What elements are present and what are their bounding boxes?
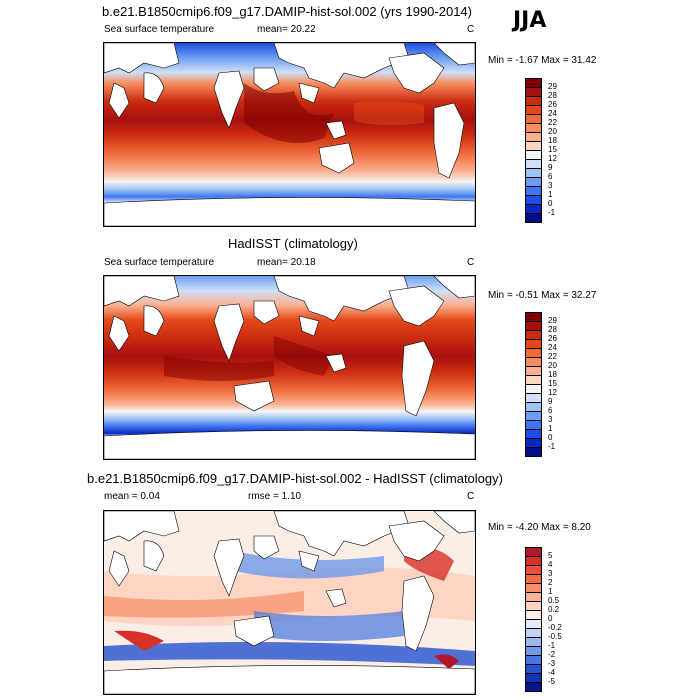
colorbar-label: 9 xyxy=(548,163,553,172)
colorbar-label: 20 xyxy=(548,361,557,370)
panel-2-mean: mean= 20.18 xyxy=(257,257,316,268)
panel-3-minmax: Min = -4.20 Max = 8.20 xyxy=(488,522,591,533)
panel-3-map xyxy=(103,510,476,695)
panel-1-map xyxy=(103,42,476,227)
colorbar-swatch xyxy=(525,447,542,457)
panel-2-map-svg xyxy=(104,276,475,459)
colorbar-swatch xyxy=(525,213,542,223)
colorbar-label: 1 xyxy=(548,190,553,199)
colorbar-label: 6 xyxy=(548,172,553,181)
panel-3-mean: mean = 0.04 xyxy=(104,491,160,502)
colorbar-label: -1 xyxy=(548,442,556,451)
colorbar-label: 3 xyxy=(548,569,553,578)
panel-2-colorbar: 29 28 26 24 22 20 18 15 12 9 6 3 1 0 -1 xyxy=(525,312,585,462)
colorbar-label: 0.2 xyxy=(548,605,560,614)
colorbar-label: 24 xyxy=(548,109,557,118)
colorbar-label: 3 xyxy=(548,181,553,190)
colorbar-label: 28 xyxy=(548,91,557,100)
panel-3-rmse: rmse = 1.10 xyxy=(248,491,302,502)
colorbar-label: -1 xyxy=(548,641,556,650)
colorbar-label: 0 xyxy=(548,614,553,623)
panel-2-units: C xyxy=(467,257,475,268)
panel-2-map xyxy=(103,275,476,460)
colorbar-swatch xyxy=(525,682,542,692)
colorbar-label: 18 xyxy=(548,370,557,379)
colorbar-label: 28 xyxy=(548,325,557,334)
panel-1-map-svg xyxy=(104,43,475,226)
panel-1-colorbar: 29 28 26 24 22 20 18 15 12 9 6 3 1 0 -1 xyxy=(525,78,585,228)
panel-3-map-svg xyxy=(104,511,475,694)
colorbar-label: 26 xyxy=(548,100,557,109)
panel-2-title: HadISST (climatology) xyxy=(228,236,358,251)
colorbar-label: 0 xyxy=(548,433,553,442)
colorbar-label: -4 xyxy=(548,668,556,677)
colorbar-label: 29 xyxy=(548,316,557,325)
colorbar-label: -0.2 xyxy=(548,623,562,632)
colorbar-label: 9 xyxy=(548,397,553,406)
panel-1-units: C xyxy=(467,24,475,35)
colorbar-label: 3 xyxy=(548,415,553,424)
colorbar-label: 5 xyxy=(548,551,553,560)
panel-1-title: b.e21.B1850cmip6.f09_g17.DAMIP-hist-sol.… xyxy=(102,4,472,19)
colorbar-label: 18 xyxy=(548,136,557,145)
colorbar-label: 2 xyxy=(548,578,553,587)
colorbar-label: 12 xyxy=(548,154,557,163)
colorbar-label: -5 xyxy=(548,677,556,686)
colorbar-label: -0.5 xyxy=(548,632,562,641)
colorbar-label: 15 xyxy=(548,145,557,154)
panel-2-minmax: Min = -0.51 Max = 32.27 xyxy=(488,290,597,301)
colorbar-label: 22 xyxy=(548,352,557,361)
colorbar-label: 20 xyxy=(548,127,557,136)
colorbar-label: 0.5 xyxy=(548,596,560,605)
panel-2-variable: Sea surface temperature xyxy=(104,257,215,268)
colorbar-label: -3 xyxy=(548,659,556,668)
colorbar-label: 26 xyxy=(548,334,557,343)
panel-3-units: C xyxy=(467,491,475,502)
colorbar-label: 15 xyxy=(548,379,557,388)
colorbar-label: 1 xyxy=(548,424,553,433)
panel-3-title: b.e21.B1850cmip6.f09_g17.DAMIP-hist-sol.… xyxy=(87,471,503,486)
panel-3-colorbar: 5 4 3 2 1 0.5 0.2 0 -0.2 -0.5 -1 -2 -3 -4 -5 xyxy=(525,547,585,697)
colorbar-label: 29 xyxy=(548,82,557,91)
colorbar-label: 0 xyxy=(548,199,553,208)
colorbar-label: 24 xyxy=(548,343,557,352)
panel-1-mean: mean= 20.22 xyxy=(257,24,316,35)
colorbar-label: 12 xyxy=(548,388,557,397)
colorbar-label: -1 xyxy=(548,208,556,217)
colorbar-label: 22 xyxy=(548,118,557,127)
colorbar-label: 1 xyxy=(548,587,553,596)
panel-1-minmax: Min = -1.67 Max = 31.42 xyxy=(488,55,597,66)
colorbar-label: -2 xyxy=(548,650,556,659)
colorbar-label: 4 xyxy=(548,560,553,569)
panel-1-variable: Sea surface temperature xyxy=(104,24,215,35)
colorbar-label: 6 xyxy=(548,406,553,415)
season-label: JJA xyxy=(513,8,547,33)
